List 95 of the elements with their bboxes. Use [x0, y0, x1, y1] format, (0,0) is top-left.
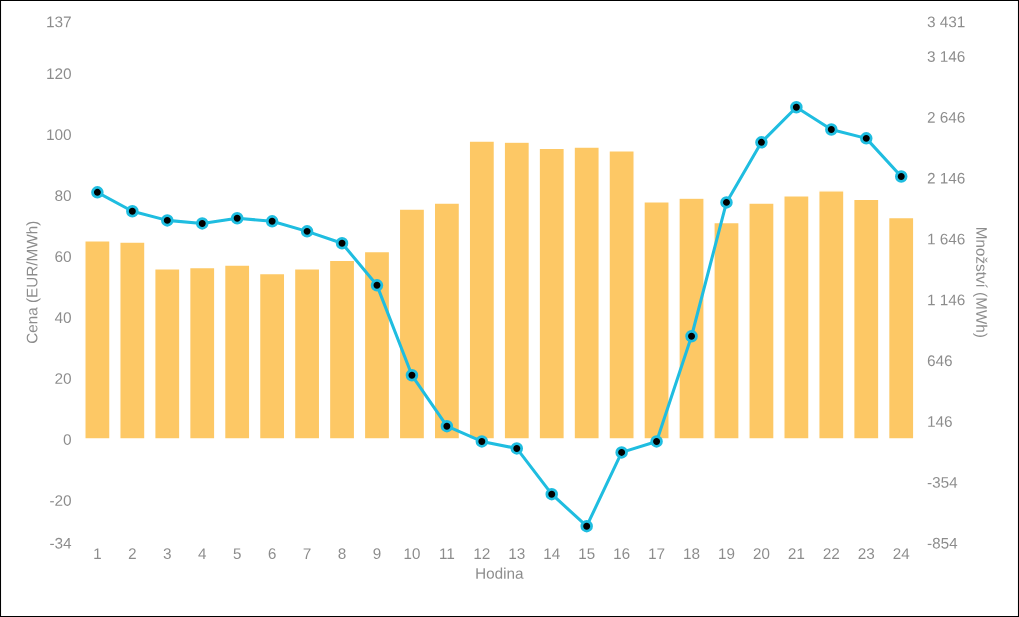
x-tick-label: 4 [198, 548, 207, 559]
point [370, 279, 384, 292]
bar [573, 146, 600, 440]
point [440, 419, 454, 433]
point [91, 186, 104, 199]
x-tick-label: 20 [753, 548, 770, 560]
x-tick-label: 16 [614, 548, 630, 560]
y-tick-label: 40 [54, 312, 71, 324]
point [510, 442, 524, 455]
bar [783, 195, 810, 440]
bar [852, 198, 880, 440]
point [894, 170, 908, 183]
y2-tick-label: 646 [927, 355, 952, 367]
bar [84, 240, 111, 440]
y2-tick-label: 3 431 [927, 16, 965, 28]
y2-tick-label: -854 [927, 537, 958, 549]
bar [538, 147, 566, 440]
x-tick-label: 13 [509, 548, 525, 560]
y-tick-label: 120 [47, 68, 71, 80]
x-axis-title: Hodina [476, 567, 524, 579]
x-tick-label: 11 [440, 548, 455, 559]
y2-tick-label: 146 [928, 416, 952, 427]
x-tick-label: 22 [823, 548, 840, 559]
x-tick-label: 8 [338, 548, 346, 560]
x-tick-label: 9 [373, 548, 381, 560]
x-tick-label: 15 [579, 548, 595, 560]
y-tick-label: 137 [47, 16, 71, 28]
point [580, 519, 593, 533]
bar [818, 190, 845, 440]
point [230, 212, 244, 225]
bar [887, 216, 915, 440]
point [265, 215, 279, 228]
x-tick-label: 14 [544, 548, 560, 559]
bar [713, 221, 740, 440]
x-tick-label: 18 [684, 548, 700, 560]
x-tick-label: 10 [404, 548, 420, 560]
y2-axis-title: Množství (MWh) [973, 227, 988, 337]
point [475, 435, 489, 448]
point [161, 214, 174, 227]
y-tick-label: 80 [55, 190, 71, 202]
point [405, 369, 419, 382]
y2-tick-label: 1 646 [928, 233, 965, 245]
bar [433, 202, 461, 440]
y-tick-label: 20 [55, 373, 71, 384]
y2-tick-label: -354 [927, 476, 958, 488]
x-tick-label: 12 [474, 548, 490, 559]
point [126, 204, 139, 218]
bar [748, 202, 775, 440]
point [755, 136, 768, 149]
bar [223, 264, 251, 440]
x-tick-label: 19 [719, 548, 735, 560]
bar [678, 197, 705, 440]
y2-tick-label: 1 146 [928, 294, 965, 306]
y2-tick-label: 3 146 [927, 51, 965, 62]
point [335, 237, 349, 250]
x-tick-label: 23 [858, 548, 875, 560]
bar [188, 266, 216, 440]
bar [468, 140, 496, 440]
bar [328, 259, 356, 440]
x-tick-label: 1 [94, 548, 101, 559]
bar [293, 268, 321, 440]
bar [119, 241, 146, 440]
point [300, 225, 314, 238]
bar [643, 201, 670, 440]
point [685, 329, 698, 343]
x-tick-label: 21 [788, 548, 805, 559]
y-tick-label: -34 [50, 537, 72, 549]
point [825, 123, 838, 136]
point [860, 132, 873, 145]
y-axis-title: Cena (EUR/MWh) [26, 221, 41, 344]
y2-tick-label: 2 646 [927, 111, 965, 123]
bar [608, 149, 635, 440]
bar [258, 272, 286, 440]
x-tick-label: 24 [893, 548, 910, 559]
y2-tick-label: 2 146 [927, 172, 965, 184]
y-tick-label: -20 [50, 495, 71, 506]
x-tick-label: 17 [649, 548, 665, 559]
bar [398, 208, 426, 440]
point [195, 217, 209, 230]
x-tick-label: 3 [163, 548, 171, 560]
x-tick-label: 5 [233, 548, 241, 560]
point [545, 487, 558, 501]
point [650, 435, 663, 448]
y-tick-label: 100 [47, 129, 71, 141]
x-tick-label: 2 [128, 548, 136, 559]
y-tick-label: 0 [63, 434, 71, 445]
point [720, 196, 733, 209]
bar [363, 250, 391, 440]
y-tick-label: 60 [55, 251, 71, 263]
bar [503, 141, 531, 440]
x-tick-label: 7 [303, 548, 311, 559]
bar [154, 268, 181, 440]
point [790, 101, 803, 114]
x-tick-label: 6 [268, 548, 276, 560]
point [615, 446, 628, 459]
